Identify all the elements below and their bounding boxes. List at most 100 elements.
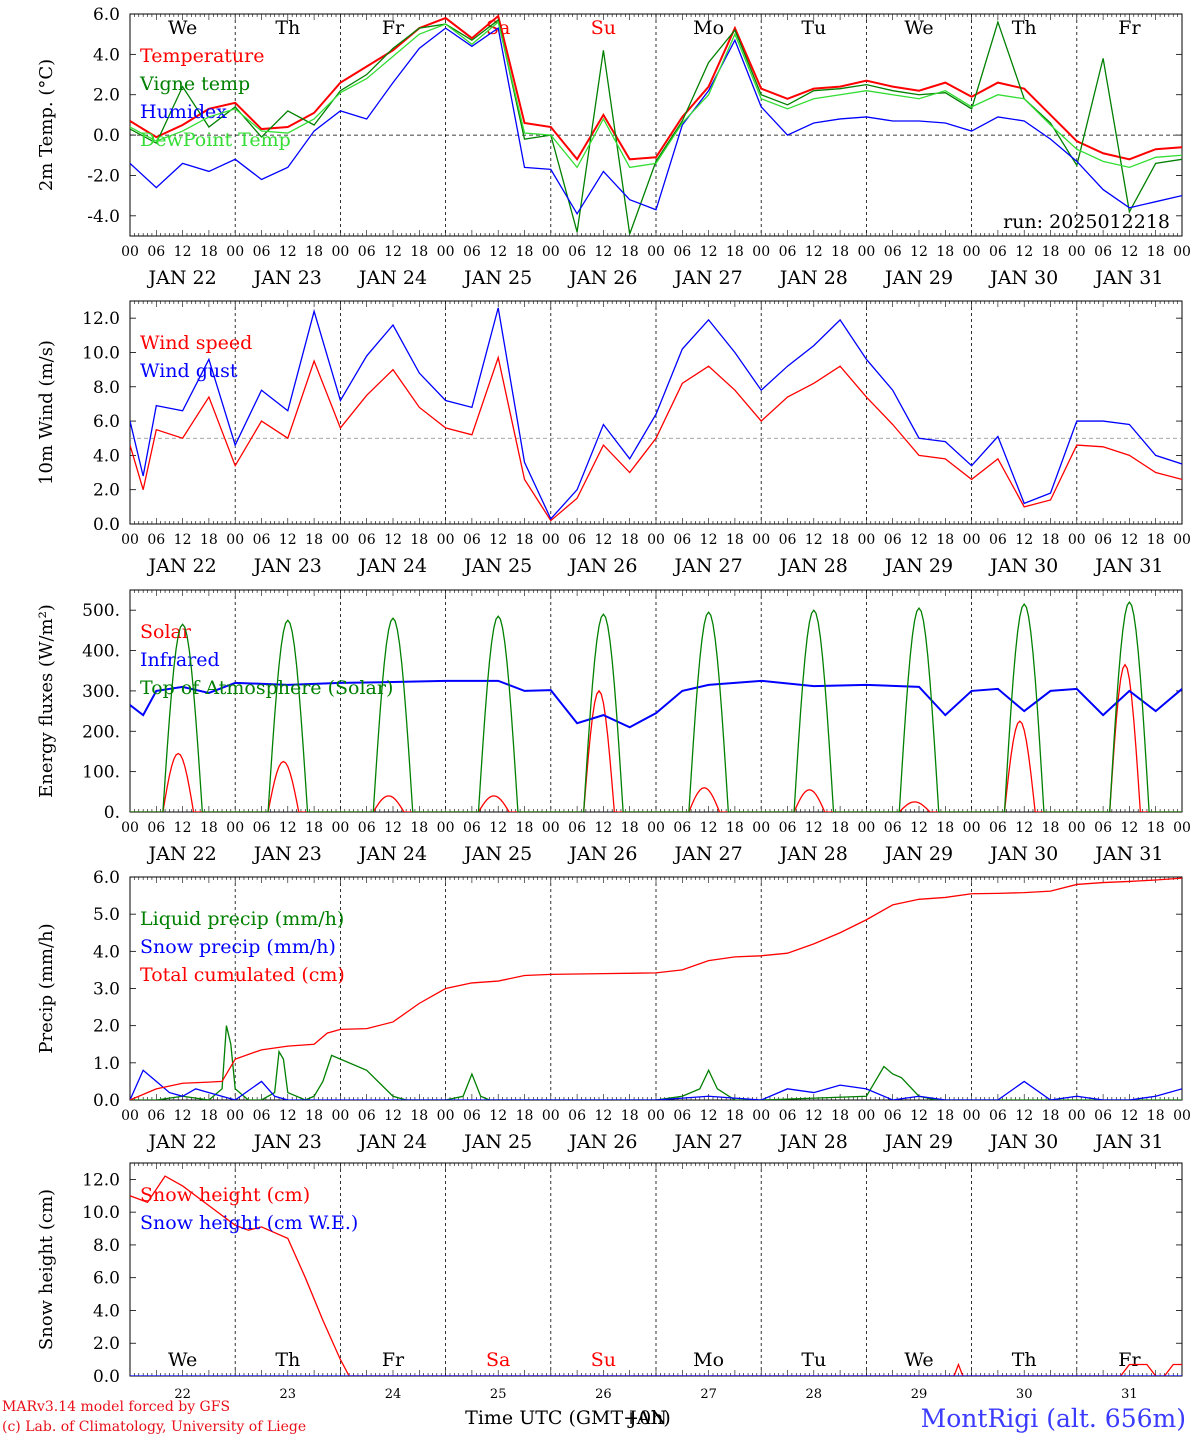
precip-hour-label: 00 xyxy=(1173,1108,1191,1124)
precip-hour-label: 06 xyxy=(253,1108,271,1124)
temp-day-name: Fr xyxy=(1118,17,1141,39)
snow-y-tick-label: 10.0 xyxy=(82,1203,120,1223)
energy-series-line xyxy=(130,663,1182,812)
wind-hour-label: 00 xyxy=(963,532,981,548)
snow-day-number: 30 xyxy=(1016,1387,1033,1402)
precip-hour-label: 12 xyxy=(384,1108,402,1124)
energy-hour-label: 12 xyxy=(489,820,507,836)
energy-hour-label: 12 xyxy=(1015,820,1033,836)
wind-hour-label: 00 xyxy=(752,532,770,548)
temp-date-label: JAN 27 xyxy=(673,267,743,289)
snow-y-axis-title: Snow height (cm) xyxy=(36,1189,57,1350)
temp-hour-label: 18 xyxy=(516,244,534,260)
temp-hour-label: 06 xyxy=(673,244,691,260)
wind-series-line xyxy=(130,307,1182,521)
temp-hour-label: 18 xyxy=(726,244,744,260)
precip-hour-label: 18 xyxy=(936,1108,954,1124)
temp-hour-label: 06 xyxy=(358,244,376,260)
temp-hour-label: 18 xyxy=(936,244,954,260)
temp-day-name: We xyxy=(168,17,197,39)
temp-hour-label: 12 xyxy=(910,244,928,260)
temp-y-tick-label: -2.0 xyxy=(87,166,120,186)
energy-hour-label: 18 xyxy=(516,820,534,836)
energy-date-label: JAN 27 xyxy=(673,843,743,865)
snow-series-line xyxy=(130,1175,1182,1376)
temp-hour-label: 12 xyxy=(1015,244,1033,260)
precip-hour-label: 18 xyxy=(200,1108,218,1124)
precip-hour-label: 00 xyxy=(226,1108,244,1124)
temp-hour-label: 00 xyxy=(647,244,665,260)
energy-series-line xyxy=(130,679,1182,729)
precip-hour-label: 18 xyxy=(305,1108,323,1124)
snow-day-name: Su xyxy=(591,1349,616,1371)
precip-hour-label: 00 xyxy=(331,1108,349,1124)
temp-hour-label: 12 xyxy=(174,244,192,260)
snow-day-number: 31 xyxy=(1121,1387,1138,1402)
energy-hour-label: 06 xyxy=(779,820,797,836)
temp-hour-label: 12 xyxy=(594,244,612,260)
precip-date-label: JAN 28 xyxy=(778,1131,848,1153)
wind-hour-label: 06 xyxy=(989,532,1007,548)
panel-wind: 12.0 10.0 8.0 6.0 4.0 2.0 0.0 10m Wind (m/s) 00 0… xyxy=(36,300,1191,577)
run-label: run: 2025012218 xyxy=(1003,211,1170,233)
wind-hour-label: 18 xyxy=(305,532,323,548)
temp-hour-label: 00 xyxy=(1068,244,1086,260)
precip-legend-entry: Liquid precip (mm/h) xyxy=(140,908,344,930)
temp-date-label: JAN 26 xyxy=(567,267,637,289)
wind-legend-entry: Wind speed xyxy=(140,332,252,354)
energy-hour-label: 06 xyxy=(358,820,376,836)
wind-hour-label: 12 xyxy=(805,532,823,548)
wind-hour-label: 06 xyxy=(358,532,376,548)
temp-hour-label: 00 xyxy=(437,244,455,260)
time-axis-overlay: JAN xyxy=(627,1407,667,1429)
precip-hour-label: 00 xyxy=(752,1108,770,1124)
temp-hour-label: 18 xyxy=(621,244,639,260)
snow-y-tick-label: 12.0 xyxy=(82,1170,120,1190)
precip-hour-label: 18 xyxy=(831,1108,849,1124)
temp-hour-label: 06 xyxy=(1094,244,1112,260)
energy-hour-label: 12 xyxy=(594,820,612,836)
temp-date-label: JAN 28 xyxy=(778,267,848,289)
wind-y-tick-label: 0.0 xyxy=(93,515,120,535)
temp-hour-label: 06 xyxy=(779,244,797,260)
precip-hour-label: 00 xyxy=(437,1108,455,1124)
wind-hour-label: 12 xyxy=(1015,532,1033,548)
temp-hour-label: 06 xyxy=(884,244,902,260)
snow-day-name: We xyxy=(904,1349,933,1371)
temp-day-name: Th xyxy=(1012,17,1037,39)
precip-date-label: JAN 25 xyxy=(462,1131,532,1153)
precip-hour-label: 06 xyxy=(147,1108,165,1124)
snow-day-name: Th xyxy=(275,1349,300,1371)
temp-legend-entry: Humidex xyxy=(140,101,227,123)
energy-series-line xyxy=(130,600,1182,812)
energy-legend-entry: Solar xyxy=(140,621,192,643)
wind-legend-entry: Wind gust xyxy=(140,360,238,382)
energy-hour-label: 12 xyxy=(279,820,297,836)
precip-series-line xyxy=(130,877,1182,1100)
precip-y-tick-label: 2.0 xyxy=(93,1017,120,1037)
precip-hour-label: 00 xyxy=(1068,1108,1086,1124)
temp-hour-label: 18 xyxy=(410,244,428,260)
precip-hour-label: 06 xyxy=(463,1108,481,1124)
temp-hour-label: 18 xyxy=(1147,244,1165,260)
wind-hour-label: 00 xyxy=(226,532,244,548)
energy-date-label: JAN 26 xyxy=(567,843,637,865)
temp-hour-label: 06 xyxy=(463,244,481,260)
precip-y-tick-label: 4.0 xyxy=(93,942,120,962)
energy-date-label: JAN 25 xyxy=(462,843,532,865)
wind-hour-label: 00 xyxy=(1173,532,1191,548)
temp-hour-label: 00 xyxy=(857,244,875,260)
temp-date-label: JAN 23 xyxy=(252,267,322,289)
precip-y-axis-title: Precip (mm/h) xyxy=(36,923,57,1053)
temp-hour-label: 00 xyxy=(226,244,244,260)
energy-hour-label: 00 xyxy=(437,820,455,836)
snow-day-name: Fr xyxy=(382,1349,405,1371)
energy-y-tick-label: 300. xyxy=(82,682,120,702)
precip-hour-label: 12 xyxy=(279,1108,297,1124)
energy-hour-label: 06 xyxy=(463,820,481,836)
snow-day-number: 29 xyxy=(911,1387,928,1402)
wind-y-tick-label: 2.0 xyxy=(93,481,120,501)
energy-y-tick-label: 500. xyxy=(82,601,120,621)
temp-day-name: Th xyxy=(275,17,300,39)
